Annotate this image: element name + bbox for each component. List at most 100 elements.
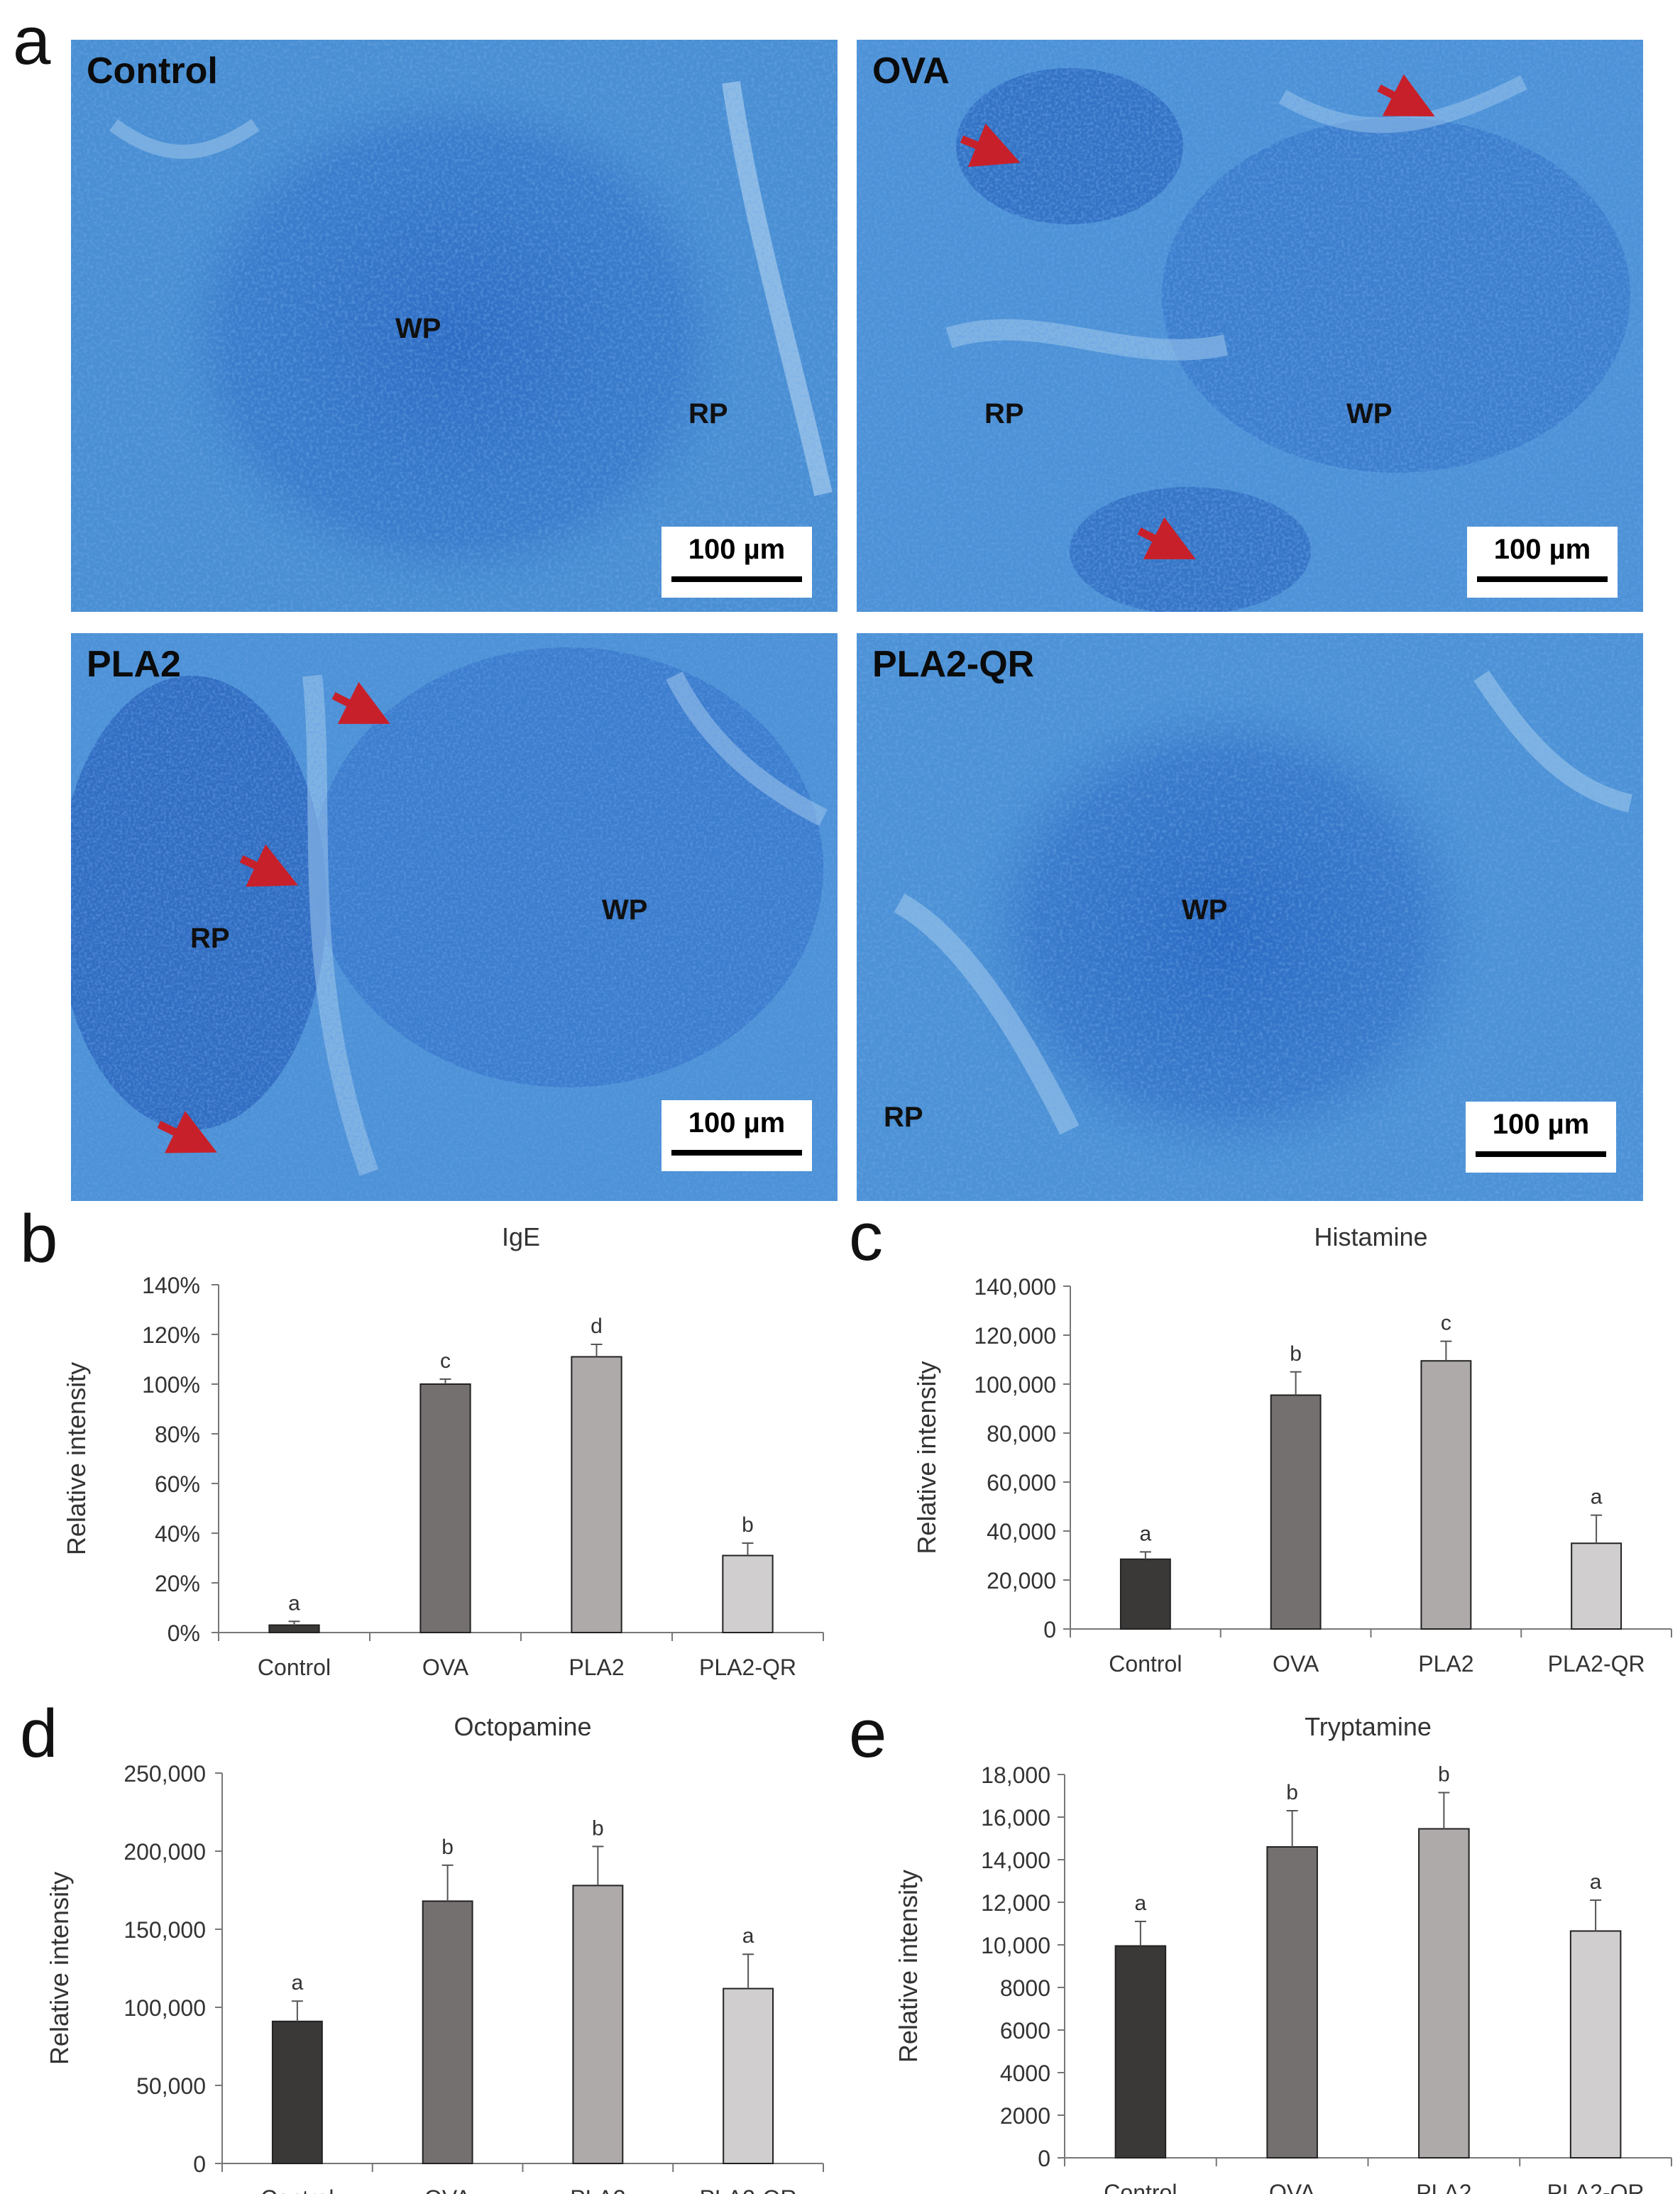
bar — [1266, 1846, 1318, 2159]
scale-bar: 100 µm — [661, 527, 812, 598]
significance-letter: b — [592, 1816, 604, 1840]
significance-letter: a — [1590, 1870, 1602, 1894]
region-label-rp: RP — [190, 923, 230, 954]
x-tick-label: PLA2-QR — [1548, 1651, 1645, 1677]
y-tick-label: 150,000 — [123, 1917, 206, 1943]
chart-svg: Tryptamine Relative intensity 0 2000 4000 600… — [894, 1712, 1672, 2194]
panel-letter-b: b — [20, 1201, 58, 1277]
panel-letter-d: d — [20, 1696, 58, 1772]
y-tick-label: 100% — [142, 1372, 200, 1398]
significance-letter: b — [742, 1513, 754, 1537]
micrograph-title: PLA2 — [87, 644, 181, 685]
x-tick-label: OVA — [424, 2185, 471, 2194]
y-tick-label: 100,000 — [974, 1372, 1056, 1398]
region-label-wp: WP — [1182, 894, 1228, 926]
y-tick-label: 18,000 — [981, 1762, 1050, 1788]
bar — [723, 1987, 774, 2165]
y-tick-label: 250,000 — [123, 1761, 206, 1787]
micrograph-pla2: PLA2 RP WP 100 µm — [71, 633, 838, 1201]
panel-letter-c: c — [849, 1199, 883, 1275]
scale-bar-line — [671, 1150, 802, 1156]
bar — [1569, 1930, 1622, 2159]
bar — [1571, 1542, 1623, 1630]
panel-letter-e: e — [849, 1696, 887, 1772]
significance-letter: a — [288, 1591, 300, 1615]
chart-title: Tryptamine — [1305, 1712, 1432, 1741]
x-tick-label: PLA2-QR — [700, 2185, 797, 2194]
bar — [268, 1624, 320, 1633]
bar — [571, 1356, 622, 1633]
arrow-marker — [1377, 74, 1435, 116]
bar — [419, 1383, 471, 1633]
bar — [1119, 1558, 1171, 1630]
significance-letter: c — [1441, 1312, 1451, 1335]
micrograph-ova: OVA RP WP 100 µm — [857, 40, 1643, 612]
chart-title: Histamine — [1314, 1222, 1427, 1251]
x-tick-label: Control — [260, 2185, 334, 2194]
y-tick-label: 80% — [155, 1422, 200, 1447]
scale-bar: 100 µm — [1466, 1102, 1616, 1173]
x-tick-label: PLA2 — [1418, 1651, 1473, 1677]
y-tick-label: 100,000 — [123, 1995, 206, 2021]
chart-tryptamine: Tryptamine Relative intensity 0 2000 4000 600… — [845, 1704, 1680, 2194]
y-tick-label: 60,000 — [987, 1470, 1056, 1496]
chart-svg: Octopamine Relative intensity 0 50,000 100,0… — [45, 1712, 824, 2194]
bar — [572, 1885, 624, 2164]
chart-title: Octopamine — [454, 1712, 591, 1741]
arrow-marker — [960, 123, 1021, 168]
chart-ige: IgE Relative intensity 0% 20% 40% 60% 80% 100% 1… — [0, 1207, 838, 1696]
bar — [722, 1554, 774, 1633]
x-tick-label: OVA — [1273, 1651, 1319, 1677]
bar — [1114, 1945, 1167, 2159]
y-tick-label: 10,000 — [981, 1933, 1050, 1958]
scale-bar-label: 100 µm — [688, 1107, 786, 1139]
scale-bar-label: 100 µm — [688, 534, 786, 565]
significance-letter: d — [591, 1315, 603, 1338]
x-tick-label: OVA — [422, 1655, 469, 1680]
micrograph-title: OVA — [872, 50, 950, 92]
chart-title: IgE — [502, 1222, 540, 1251]
y-tick-label: 60% — [155, 1471, 200, 1497]
x-tick-label: PLA2-QR — [1547, 2180, 1645, 2194]
arrow-marker — [331, 681, 390, 724]
chart-svg: IgE Relative intensity 0% 20% 40% 60% 80% 100% 1… — [62, 1222, 824, 1680]
tissue-texture — [71, 633, 838, 1201]
scale-bar: 100 µm — [661, 1100, 812, 1171]
chart-svg: Histamine Relative intensity 0 20,000 40,000… — [912, 1222, 1672, 1677]
arrow-marker — [1137, 517, 1196, 559]
y-tick-label: 0 — [193, 2151, 206, 2177]
panel-letter-a: a — [13, 3, 51, 79]
micrograph-pla2-qr: PLA2-QR WP RP 100 µm — [857, 633, 1643, 1201]
significance-letter: a — [1140, 1522, 1152, 1545]
x-tick-label: PLA2 — [1416, 2180, 1471, 2194]
region-label-rp: RP — [688, 398, 728, 429]
y-tick-label: 12,000 — [981, 1890, 1050, 1916]
x-tick-label: PLA2 — [569, 1655, 624, 1680]
scale-bar-line — [671, 576, 802, 582]
y-tick-label: 20,000 — [987, 1568, 1056, 1594]
y-tick-label: 200,000 — [123, 1839, 206, 1865]
y-tick-label: 2000 — [1000, 2103, 1050, 2129]
x-tick-label: Control — [258, 1655, 331, 1680]
scale-bar-label: 100 µm — [1493, 534, 1591, 565]
y-tick-label: 120% — [142, 1322, 200, 1348]
bar — [1418, 1828, 1470, 2159]
bar — [271, 2020, 323, 2165]
tissue-texture — [857, 40, 1643, 612]
y-tick-label: 16,000 — [981, 1805, 1050, 1831]
significance-letter: a — [1135, 1892, 1147, 1915]
y-tick-label: 6000 — [1000, 2018, 1050, 2044]
bar — [1420, 1360, 1472, 1630]
x-tick-label: PLA2 — [570, 2185, 625, 2194]
y-axis-label: Relative intensity — [45, 1872, 74, 2065]
significance-letter: a — [742, 1924, 754, 1948]
y-tick-label: 140,000 — [974, 1274, 1056, 1300]
significance-letter: b — [1286, 1781, 1298, 1804]
scale-bar: 100 µm — [1467, 527, 1618, 598]
y-tick-label: 0 — [1043, 1617, 1056, 1642]
y-tick-label: 40,000 — [987, 1519, 1056, 1545]
arrow-marker — [239, 844, 298, 887]
significance-letter: c — [440, 1349, 451, 1373]
y-tick-label: 14,000 — [981, 1848, 1050, 1873]
region-label-rp: RP — [884, 1102, 923, 1133]
